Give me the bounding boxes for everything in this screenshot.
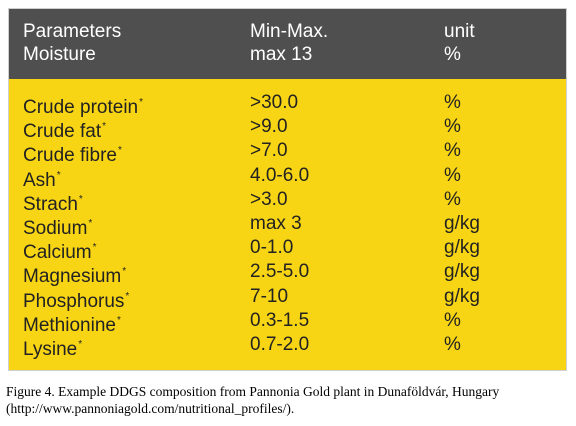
table-row-unit: % (444, 334, 461, 355)
table-row-unit: % (444, 189, 461, 210)
header-min-max: Min-Max. (250, 21, 329, 42)
parameter-name: Sodium (23, 218, 88, 239)
table-row-range: max 3 (250, 213, 302, 234)
table-row-range: >9.0 (250, 116, 288, 137)
table-row-range: >7.0 (250, 140, 288, 161)
parameter-name: Crude fibre (23, 145, 117, 166)
table-row-parameter: Calcium* (23, 236, 97, 265)
header-moisture-unit: % (444, 44, 461, 65)
table-row-parameter: Magnesium* (23, 260, 126, 289)
table-row-unit: g/kg (444, 237, 480, 258)
figure-caption: Figure 4. Example DDGS composition from … (6, 384, 500, 416)
parameter-name: Crude fat (23, 121, 102, 142)
parameter-name: Crude protein (23, 97, 139, 118)
footnote-mark: * (102, 121, 107, 132)
footnote-mark: * (139, 97, 144, 108)
parameter-name: Ash (23, 170, 56, 191)
parameter-name: Magnesium (23, 266, 122, 287)
table-row-parameter: Ash* (23, 164, 61, 193)
footnote-mark: * (88, 218, 93, 229)
table-row-range: 0.7-2.0 (250, 334, 310, 355)
parameter-name: Lysine (23, 339, 78, 360)
header-parameters: Parameters (23, 21, 122, 42)
footnote-mark: * (92, 242, 97, 253)
table-row-parameter: Lysine* (23, 333, 82, 362)
table-row-parameter: Strach* (23, 188, 83, 217)
table-row-unit: g/kg (444, 286, 480, 307)
table-row-range: 7-10 (250, 286, 289, 307)
footnote-mark: * (122, 266, 127, 277)
table-row-range: 0-1.0 (250, 237, 294, 258)
table-row-parameter: Crude fat* (23, 115, 106, 144)
header-moisture: Moisture (23, 44, 96, 65)
table-row-parameter: Phosphorus* (23, 285, 129, 314)
table-row-parameter: Crude protein* (23, 91, 143, 120)
table-row-parameter: Crude fibre* (23, 139, 122, 168)
table-row-unit: % (444, 310, 461, 331)
table-body: Crude protein* >30.0% Crude fat* >9.0% Crude… (9, 79, 566, 370)
header-unit: unit (444, 21, 475, 42)
footnote-mark: * (125, 291, 130, 302)
header-moisture-range: max 13 (250, 44, 313, 65)
table-row-range: 4.0-6.0 (250, 165, 310, 186)
table-row-range: >30.0 (250, 92, 299, 113)
table-row-unit: % (444, 165, 461, 186)
footnote-mark: * (116, 315, 121, 326)
table-row-range: 2.5-5.0 (250, 261, 310, 282)
parameter-name: Methionine (23, 315, 116, 336)
table-row-unit: % (444, 92, 461, 113)
table-row-unit: g/kg (444, 213, 480, 234)
table-row-range: 0.3-1.5 (250, 310, 310, 331)
table-row-range: >3.0 (250, 189, 288, 210)
footnote-mark: * (78, 339, 83, 350)
table-row-unit: % (444, 140, 461, 161)
table-row-unit: % (444, 116, 461, 137)
table-header: Parameters Min-Max. unit Moisture max 13… (9, 9, 566, 79)
table-row-parameter: Sodium* (23, 212, 92, 241)
footnote-mark: * (56, 170, 61, 181)
parameter-name: Phosphorus (23, 291, 125, 312)
table-row-parameter: Methionine* (23, 309, 121, 338)
parameter-name: Calcium (23, 242, 92, 263)
parameter-name: Strach (23, 194, 78, 215)
footnote-mark: * (118, 145, 122, 156)
table-row-unit: g/kg (444, 261, 480, 282)
footnote-mark: * (78, 194, 83, 205)
composition-table-figure: Parameters Min-Max. unit Moisture max 13… (8, 8, 567, 371)
